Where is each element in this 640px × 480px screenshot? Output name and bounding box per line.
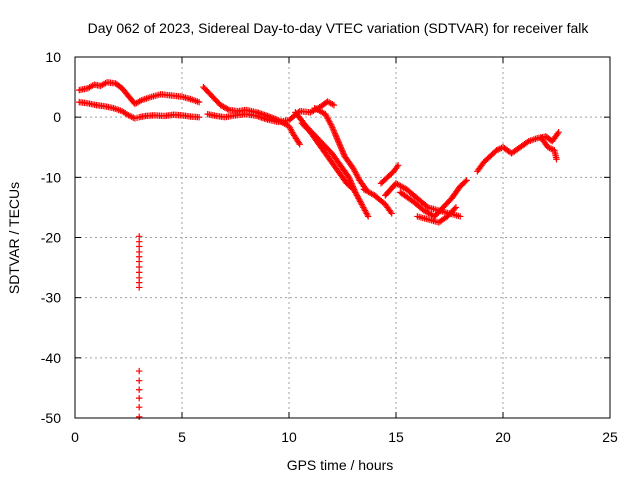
data-point-interp bbox=[346, 175, 353, 183]
data-point-interp bbox=[393, 163, 401, 171]
outlier-point bbox=[136, 377, 143, 384]
tick-labels: 0 5 10 15 20 25 -50 -40 -30 -20 -10 0 10 bbox=[41, 49, 618, 445]
data-point-interp bbox=[331, 130, 339, 137]
data-point-interp bbox=[327, 121, 335, 128]
data-point-interp bbox=[554, 130, 561, 137]
data-point bbox=[345, 174, 353, 181]
x-tick-label: 20 bbox=[495, 429, 511, 445]
y-tick-label: -10 bbox=[41, 169, 61, 185]
data-marks bbox=[76, 79, 562, 420]
data-point bbox=[553, 156, 560, 163]
y-axis-label: SDTVAR / TECUs bbox=[6, 182, 22, 294]
data-point bbox=[350, 186, 357, 193]
x-tick-label: 0 bbox=[71, 429, 79, 445]
outlier-point bbox=[136, 386, 143, 393]
data-point-interp bbox=[338, 145, 345, 152]
data-point bbox=[452, 204, 460, 211]
x-tick-label: 25 bbox=[602, 429, 618, 445]
data-point-interp bbox=[332, 132, 339, 139]
data-point bbox=[195, 98, 203, 106]
data-point-interp bbox=[224, 105, 231, 113]
outlier-point bbox=[136, 284, 143, 291]
axis-ticks bbox=[74, 56, 611, 419]
data-point-interp bbox=[547, 145, 555, 152]
data-point-interp bbox=[337, 144, 344, 151]
x-axis-label: GPS time / hours bbox=[287, 457, 394, 473]
data-point-interp bbox=[295, 139, 302, 146]
data-point-interp bbox=[387, 208, 394, 216]
y-tick-label: -20 bbox=[41, 230, 61, 246]
outlier-point bbox=[136, 403, 143, 411]
data-point-interp bbox=[451, 205, 458, 212]
outlier-point bbox=[136, 258, 143, 265]
chart-title: Day 062 of 2023, Sidereal Day-to-day VTE… bbox=[88, 20, 590, 36]
x-tick-label: 10 bbox=[281, 429, 297, 445]
data-point-interp bbox=[331, 129, 338, 136]
data-point bbox=[457, 213, 464, 220]
outlier-point bbox=[136, 233, 143, 240]
y-tick-label: -50 bbox=[41, 410, 61, 426]
data-point-interp bbox=[330, 127, 337, 134]
data-point bbox=[394, 162, 402, 169]
data-point-interp bbox=[340, 150, 347, 157]
data-point-interp bbox=[339, 148, 346, 155]
data-point bbox=[328, 122, 335, 130]
data-point-interp bbox=[338, 147, 346, 154]
data-point bbox=[388, 210, 395, 217]
data-point bbox=[335, 138, 342, 145]
y-tick-label: -40 bbox=[41, 350, 61, 366]
data-point bbox=[195, 113, 203, 121]
data-point bbox=[555, 129, 562, 136]
data-point-interp bbox=[329, 124, 336, 131]
data-point bbox=[364, 213, 372, 220]
outlier-point bbox=[136, 243, 143, 250]
outlier-point bbox=[136, 263, 143, 271]
data-point-interp bbox=[462, 178, 469, 185]
data-point bbox=[463, 177, 470, 184]
grid bbox=[75, 57, 610, 418]
outlier-point bbox=[136, 413, 143, 420]
data-point bbox=[330, 101, 338, 109]
data-point-interp bbox=[348, 184, 356, 192]
data-point bbox=[296, 141, 303, 148]
data-point-interp bbox=[334, 136, 341, 143]
y-tick-label: 0 bbox=[53, 109, 61, 125]
outlier-point bbox=[136, 394, 143, 402]
data-point-interp bbox=[329, 126, 337, 133]
outlier-point bbox=[136, 269, 143, 276]
outlier-point bbox=[136, 367, 143, 375]
data-point-interp bbox=[333, 135, 341, 142]
data-point-interp bbox=[336, 141, 343, 148]
data-point-interp bbox=[333, 133, 340, 140]
data-point-interp bbox=[335, 139, 343, 146]
x-tick-label: 5 bbox=[178, 429, 186, 445]
data-point-interp bbox=[364, 211, 371, 219]
y-tick-label: 10 bbox=[45, 49, 61, 65]
data-point-interp bbox=[336, 142, 344, 149]
y-tick-label: -30 bbox=[41, 290, 61, 306]
x-tick-label: 15 bbox=[388, 429, 404, 445]
